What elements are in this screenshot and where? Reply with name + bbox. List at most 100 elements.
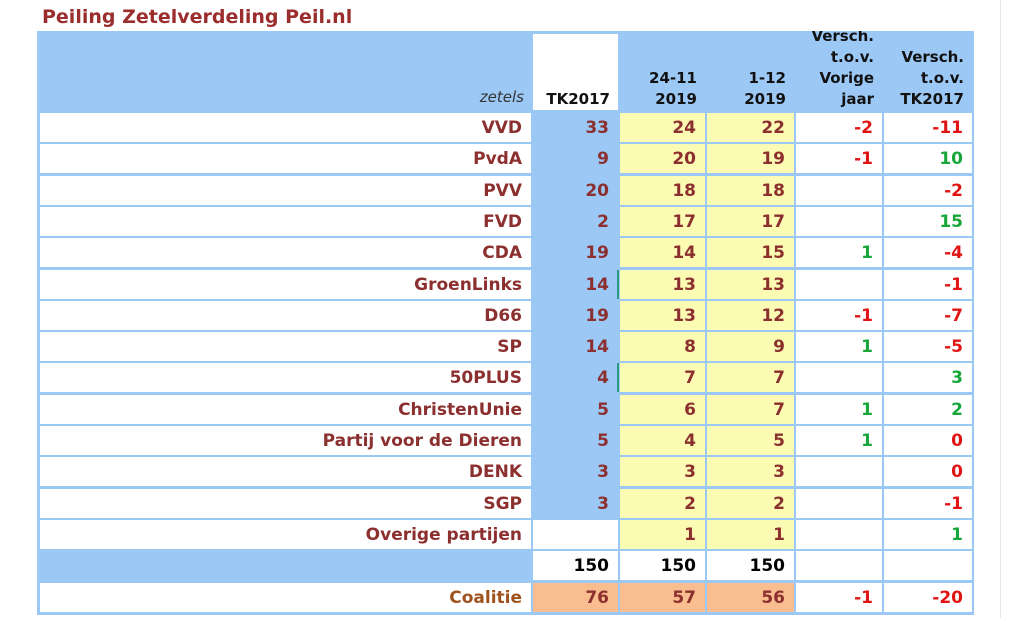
cell-poll1: 1: [620, 520, 705, 549]
header-tk2017-label: TK2017: [546, 90, 610, 108]
cell-tk2017: 3: [533, 489, 618, 518]
header-diff-tk2017: Versch. t.o.v. TK2017: [884, 34, 972, 110]
party-label: Overige partijen: [40, 520, 531, 549]
cell-poll1: 6: [620, 395, 705, 424]
cell-tk2017: 33: [533, 113, 618, 142]
coalition-diff-prev: -1: [796, 583, 882, 612]
cell-poll2: 12: [707, 301, 794, 330]
cell-poll1: 7: [620, 363, 705, 392]
header-tk2017: TK2017: [533, 34, 618, 110]
party-label: CDA: [40, 238, 531, 267]
cell-poll2: 13: [707, 270, 794, 299]
cell-diff-tk: 15: [884, 207, 972, 236]
cell-poll2: 22: [707, 113, 794, 142]
cell-diff-prev: [796, 207, 882, 236]
cell-poll2: 18: [707, 176, 794, 205]
party-label: PVV: [40, 176, 531, 205]
cell-diff-prev: 1: [796, 395, 882, 424]
coalition-tk2017: 76: [533, 583, 618, 612]
cell-poll1: 8: [620, 332, 705, 361]
cell-diff-prev: -1: [796, 144, 882, 173]
cell-poll2: 5: [707, 426, 794, 455]
header-poll1-line1: 24-11: [649, 69, 697, 87]
header-zetels: zetels: [479, 88, 524, 106]
cell-poll2: 7: [707, 363, 794, 392]
cell-poll2: 2: [707, 489, 794, 518]
cell-diff-tk: 0: [884, 426, 972, 455]
cell-poll1: 3: [620, 457, 705, 486]
cell-diff-tk: -4: [884, 238, 972, 267]
party-label: VVD: [40, 113, 531, 142]
cell-poll1: 18: [620, 176, 705, 205]
party-label: D66: [40, 301, 531, 330]
header-poll-24-11: 24-11 2019: [620, 34, 705, 110]
cell-diff-tk: -2: [884, 176, 972, 205]
coalition-poll2: 56: [707, 583, 794, 612]
cell-diff-tk: -7: [884, 301, 972, 330]
cell-poll2: 7: [707, 395, 794, 424]
cell-poll2: 17: [707, 207, 794, 236]
cell-poll1: 4: [620, 426, 705, 455]
party-label: FVD: [40, 207, 531, 236]
party-label: ChristenUnie: [40, 395, 531, 424]
header-diff-tk-line1: Versch.: [901, 48, 964, 66]
header-diff-prev-line4: jaar: [841, 90, 874, 108]
party-label: PvdA: [40, 144, 531, 173]
cell-poll1: 17: [620, 207, 705, 236]
cell-diff-prev: -1: [796, 301, 882, 330]
party-label: GroenLinks: [40, 270, 531, 299]
cell-poll1: 14: [620, 238, 705, 267]
party-label: DENK: [40, 457, 531, 486]
header-poll-1-12: 1-12 2019: [707, 34, 794, 110]
party-label: SGP: [40, 489, 531, 518]
cell-diff-prev: [796, 520, 882, 549]
header-diff-prev-line1: Versch.: [811, 31, 874, 45]
cell-diff-tk: -1: [884, 270, 972, 299]
cell-diff-tk: 2: [884, 395, 972, 424]
cell-diff-prev: 1: [796, 332, 882, 361]
cell-tk2017: 19: [533, 301, 618, 330]
cell-diff-tk: -1: [884, 489, 972, 518]
header-diff-tk-line3: TK2017: [900, 90, 964, 108]
party-label: 50PLUS: [40, 363, 531, 392]
cell-diff-prev: [796, 176, 882, 205]
total-diff-prev-empty: [796, 551, 882, 580]
header-diff-tk-line2: t.o.v.: [920, 69, 964, 87]
total-tk2017: 150: [533, 551, 618, 580]
cell-tk2017: 5: [533, 426, 618, 455]
cell-poll2: 1: [707, 520, 794, 549]
cell-poll1: 20: [620, 144, 705, 173]
header-diff-previous: Versch. t.o.v. Vorige jaar: [796, 31, 882, 110]
party-label: SP: [40, 332, 531, 361]
coalition-diff-tk: -20: [884, 583, 972, 612]
total-poll2: 150: [707, 551, 794, 580]
cell-highlight-edge: [617, 363, 619, 392]
cell-highlight-edge: [617, 270, 619, 299]
coalition-label: Coalitie: [40, 583, 531, 612]
cell-diff-prev: [796, 489, 882, 518]
cell-diff-tk: -11: [884, 113, 972, 142]
cell-diff-tk: -5: [884, 332, 972, 361]
cell-diff-prev: -2: [796, 113, 882, 142]
cell-diff-tk: 1: [884, 520, 972, 549]
cell-tk2017: 9: [533, 144, 618, 173]
cell-tk2017: 14: [533, 332, 618, 361]
party-label: Partij voor de Dieren: [40, 426, 531, 455]
cell-diff-prev: 1: [796, 238, 882, 267]
cell-diff-tk: 10: [884, 144, 972, 173]
page-title: Peiling Zetelverdeling Peil.nl: [42, 6, 353, 28]
cell-tk2017: 4: [533, 363, 618, 392]
cell-tk2017: [533, 520, 618, 549]
cell-diff-prev: 1: [796, 426, 882, 455]
cell-diff-tk: 3: [884, 363, 972, 392]
cell-tk2017: 3: [533, 457, 618, 486]
cell-tk2017: 19: [533, 238, 618, 267]
cell-poll2: 15: [707, 238, 794, 267]
cell-poll1: 13: [620, 270, 705, 299]
cell-diff-prev: [796, 270, 882, 299]
cell-poll2: 9: [707, 332, 794, 361]
cell-tk2017: 2: [533, 207, 618, 236]
header-poll2-line2: 2019: [744, 90, 786, 108]
cell-poll1: 2: [620, 489, 705, 518]
header-diff-prev-line3: Vorige: [819, 69, 874, 87]
